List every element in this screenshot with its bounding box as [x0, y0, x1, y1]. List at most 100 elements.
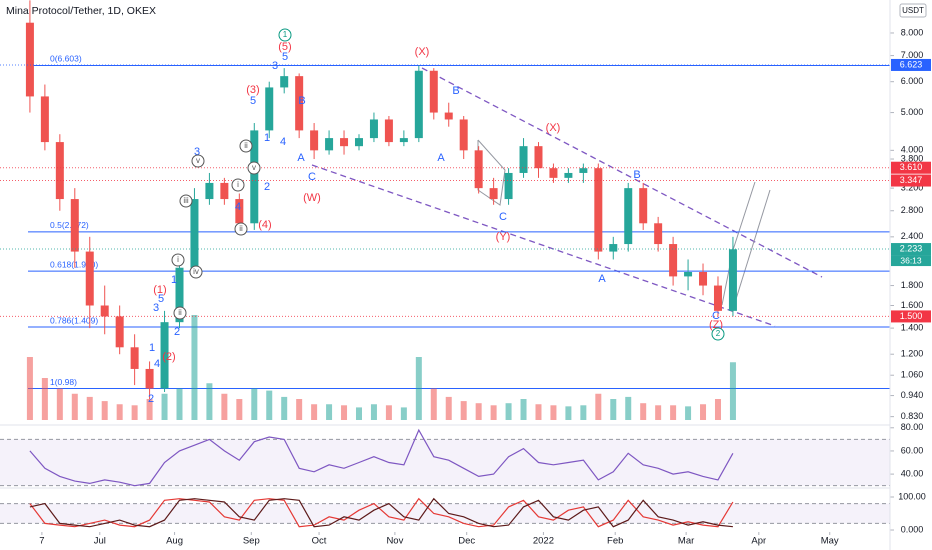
y-tick-label: 100.00 [898, 491, 926, 501]
wave-label: (X) [415, 46, 430, 58]
volume-bar [714, 399, 721, 420]
candle-body [220, 182, 229, 200]
volume-bar [161, 393, 168, 420]
price-tag-label: 2.233 [900, 243, 923, 253]
fib-label: 0.618(1.960) [50, 259, 98, 269]
volume-bar [56, 388, 63, 420]
wave-label: (1) [153, 284, 166, 296]
price-tag-label: 3.347 [900, 175, 923, 185]
candle-body [280, 76, 289, 88]
candle-body [160, 322, 169, 389]
y-tick-label: 60.00 [901, 445, 924, 455]
wave-label: (2) [162, 351, 175, 363]
candle-body [175, 267, 184, 323]
volume-bar [146, 399, 153, 420]
y-tick-label: 1.200 [901, 349, 924, 359]
x-tick-label: Mar [678, 536, 694, 547]
values-line [29, 428, 734, 487]
y-tick-label: 1.060 [901, 370, 924, 380]
wave-label: 3 [272, 60, 278, 72]
wave-label: iii [183, 196, 189, 205]
fib-label: 0(6.603) [50, 54, 82, 64]
volume-bar [595, 393, 602, 420]
candle-body [594, 168, 603, 252]
volume-bar [670, 405, 677, 420]
wave-label: i [237, 180, 239, 189]
volume-bar [490, 405, 497, 420]
wave-label: 2 [148, 393, 154, 405]
wave-label: v [196, 156, 200, 165]
candle-body [639, 188, 648, 224]
candle-body [40, 96, 49, 143]
price-tag [891, 174, 931, 187]
wave-label: 1 [171, 274, 177, 286]
volume-bar [86, 396, 93, 420]
wave-label: A [297, 152, 305, 164]
wave-circle [278, 28, 292, 42]
wave-label: iv [193, 267, 199, 276]
wave-label: C [308, 171, 316, 183]
volume-bar [251, 388, 258, 420]
candle-body [579, 168, 588, 173]
y-tick-label: 4.000 [901, 145, 924, 155]
y-tick-label: 6.000 [901, 76, 924, 86]
volume-bar [266, 390, 273, 420]
candle-body [190, 199, 199, 268]
candle-body [100, 305, 109, 317]
price-tag-label: 1.500 [900, 311, 923, 321]
candle-body [115, 316, 124, 348]
candle-body [310, 130, 319, 151]
volume-bar [191, 315, 198, 420]
x-tick-label: Sep [243, 536, 260, 547]
volume-bar [580, 405, 587, 420]
candle-body [489, 188, 498, 200]
candle-body [130, 347, 139, 369]
chart-title: Mina Protocol/Tether, 1D, OKEX [6, 5, 156, 17]
candle-body [459, 119, 468, 151]
volume-bar [370, 404, 377, 420]
wave-label: 5 [282, 51, 288, 63]
candle-body [713, 285, 722, 311]
candle-body [564, 172, 573, 178]
wave-label: 4 [280, 136, 286, 148]
volume-bar [206, 383, 213, 420]
y-tick-label: 0.940 [901, 390, 924, 400]
wave-label: i [177, 255, 179, 264]
y-tick-label: 3.800 [901, 153, 924, 163]
wave-label: 1 [264, 132, 270, 144]
x-tick-label: Feb [607, 536, 623, 547]
candle-body [145, 368, 154, 389]
candle-body [384, 119, 393, 143]
k-line [29, 497, 734, 528]
wave-label: 4 [235, 201, 241, 213]
candle-body [235, 199, 244, 224]
wave-circle [189, 265, 203, 279]
x-tick-label: May [821, 536, 839, 547]
y-tick-label: 1.600 [901, 300, 924, 310]
wave-circle [173, 306, 187, 320]
volume-bar [41, 378, 48, 420]
volume-bar [550, 405, 557, 420]
volume-bar [729, 362, 736, 420]
wave-label: (Y) [496, 231, 511, 243]
y-tick-label: 5.000 [901, 107, 924, 117]
volume-bar [535, 404, 542, 420]
countdown-tag [891, 255, 931, 267]
wave-circle [247, 161, 261, 175]
volume-bar [640, 403, 647, 420]
candle-body [684, 272, 693, 277]
volume-bar [565, 406, 572, 420]
candle-body [549, 168, 558, 178]
d-line [29, 497, 733, 528]
wave-label: (X) [546, 122, 561, 134]
x-tick-label: Nov [386, 536, 403, 547]
currency-box[interactable] [899, 3, 927, 18]
volume-bar [355, 407, 362, 420]
wave-label: (5) [278, 41, 291, 53]
fib-label: 0.786(1.409) [50, 315, 98, 325]
volume-bar [116, 404, 123, 420]
candle-body [609, 244, 618, 252]
candle-body [654, 223, 663, 245]
